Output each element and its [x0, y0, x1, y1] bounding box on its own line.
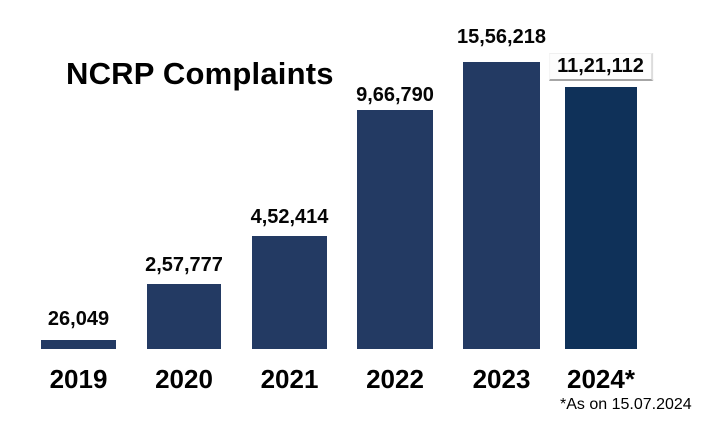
value-label-2022: 9,66,790: [356, 84, 434, 106]
year-axis-label-2023: 2023: [472, 364, 531, 394]
value-label-2023: 15,56,218: [457, 26, 546, 48]
value-label-2019: 26,049: [47, 308, 110, 330]
value-label-2020: 2,57,777: [145, 254, 223, 276]
bar-2023: [463, 62, 540, 349]
bar-2024: [565, 87, 637, 349]
year-axis-label-2020: 2020: [155, 364, 213, 394]
footnote-as-on-date: *As on 15.07.2024: [560, 396, 692, 413]
value-label-2021: 4,52,414: [250, 206, 329, 228]
bar-2020: [147, 284, 221, 349]
year-axis-label-2019: 2019: [49, 364, 108, 394]
bar-2022: [357, 110, 433, 349]
year-axis-label-2021: 2021: [260, 364, 319, 394]
year-axis-label-2022: 2022: [366, 364, 424, 394]
chart-title: NCRP Complaints: [66, 56, 334, 91]
bar-2021: [252, 236, 327, 349]
value-label-2024: 11,21,112: [549, 53, 653, 81]
year-axis-label-2024: 2024*: [567, 364, 635, 394]
bar-2019: [41, 340, 116, 349]
